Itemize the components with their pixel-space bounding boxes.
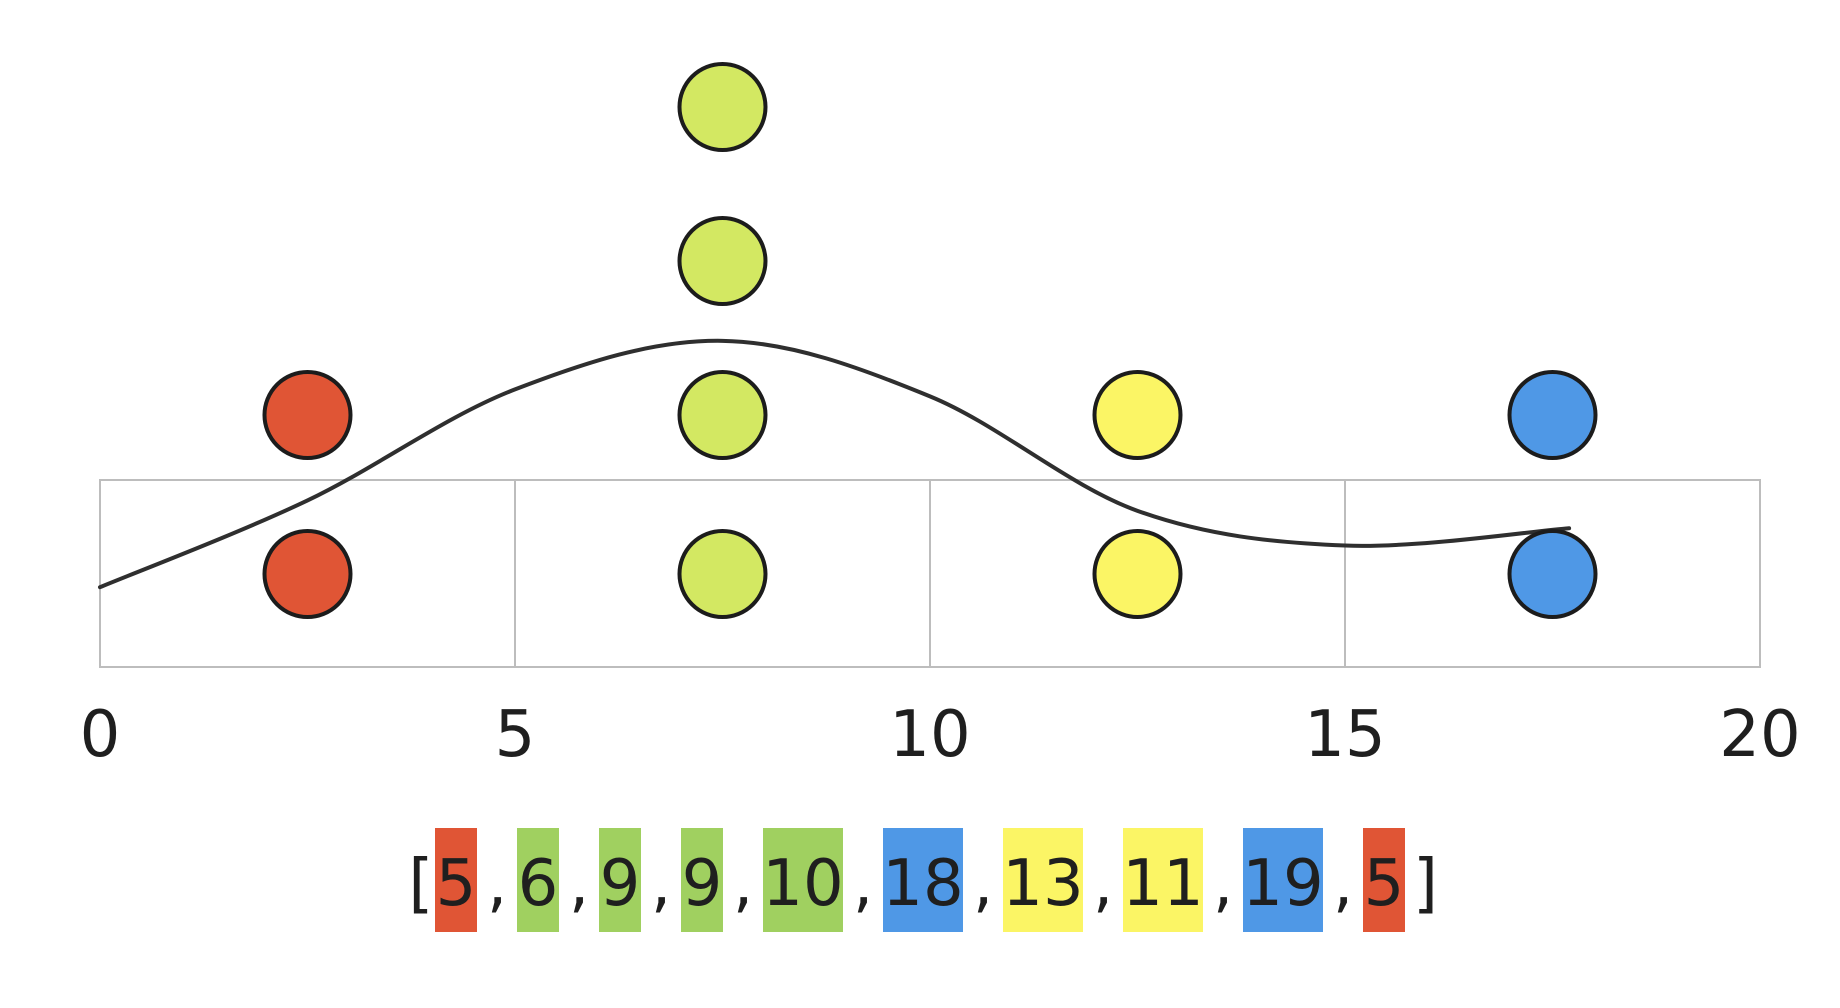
data-dot — [677, 529, 768, 619]
sequence-item-label: 10 — [762, 847, 843, 921]
sequence-item-highlight — [1243, 828, 1323, 932]
density-curve — [98, 338, 1572, 590]
data-dot — [1092, 529, 1183, 619]
data-dot — [677, 370, 768, 460]
x-tick-label: 5 — [495, 698, 536, 772]
x-tick-label: 10 — [889, 698, 970, 772]
sequence-item-label: 13 — [1002, 847, 1083, 921]
sequence-item-label: 18 — [882, 847, 963, 921]
sequence-item-label: 19 — [1242, 847, 1323, 921]
x-tick-label: 0 — [80, 698, 121, 772]
dots-layer — [262, 62, 1598, 619]
sequence-comma: , — [487, 847, 507, 921]
data-dot — [262, 370, 353, 460]
sequence-comma: , — [1333, 847, 1353, 921]
sequence-item-label: 5 — [436, 847, 477, 921]
sequence-comma: , — [651, 847, 671, 921]
sequence-item-label: 9 — [682, 847, 723, 921]
data-dot — [677, 216, 768, 306]
sequence-item-label: 11 — [1122, 847, 1203, 921]
sequence-comma: , — [853, 847, 873, 921]
sequence-open-bracket: [ — [408, 847, 433, 921]
sequence-item-highlight — [1003, 828, 1083, 932]
sequence-item-highlight — [599, 828, 641, 932]
sequence-item-label: 5 — [1364, 847, 1405, 921]
x-tick-label: 20 — [1719, 698, 1800, 772]
sequence-comma: , — [733, 847, 753, 921]
sequence-item-highlight — [517, 828, 559, 932]
data-dot — [1092, 370, 1183, 460]
sequence-item-highlight — [681, 828, 723, 932]
sequence-item-highlight — [1363, 828, 1405, 932]
data-dot — [677, 62, 768, 152]
data-dot — [262, 529, 353, 619]
x-axis-ticks: 0 5 10 15 20 — [80, 698, 1801, 772]
sequence-comma: , — [1093, 847, 1113, 921]
histogram-frame — [99, 479, 1761, 668]
sequence-item-highlight — [763, 828, 843, 932]
sequence-comma: , — [1213, 847, 1233, 921]
sequence-comma: , — [569, 847, 589, 921]
data-dot — [1507, 370, 1598, 460]
sequence-item-highlight — [1123, 828, 1203, 932]
sequence-row: [5, 6, 9, 9, 10, 18, 13, 11, 19, 5] — [408, 828, 1438, 932]
sequence-comma: , — [973, 847, 993, 921]
sequence-item-label: 9 — [600, 847, 641, 921]
x-tick-label: 15 — [1304, 698, 1385, 772]
sequence-item-highlight — [883, 828, 963, 932]
sequence-close-bracket: ] — [1413, 847, 1438, 921]
data-dot — [1507, 529, 1598, 619]
sequence-item-label: 6 — [518, 847, 559, 921]
sequence-item-highlight — [435, 828, 477, 932]
density-curve-layer — [98, 338, 1572, 590]
